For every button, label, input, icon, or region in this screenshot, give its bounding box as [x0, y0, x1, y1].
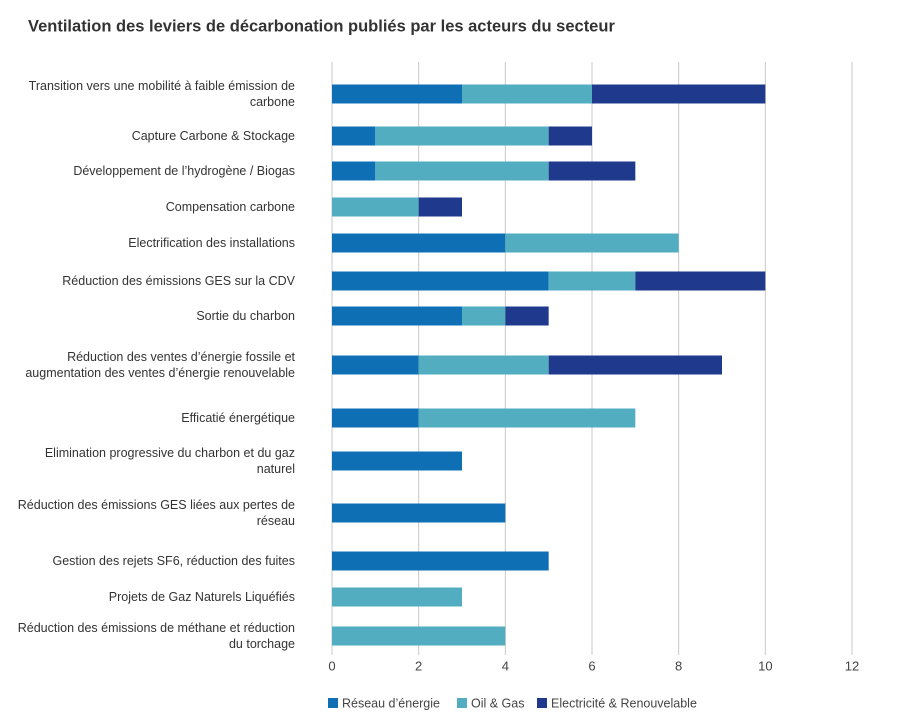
bar — [548, 126, 592, 146]
x-tick-label: 10 — [758, 658, 772, 673]
bar — [462, 306, 506, 326]
bar — [332, 451, 462, 471]
bar — [505, 233, 679, 253]
x-tick-label: 12 — [845, 658, 859, 673]
y-tick-label: Développement de l’hydrogène / Biogas — [73, 164, 295, 178]
bar — [332, 197, 419, 217]
legend-label: Réseau d’énergie — [342, 696, 440, 710]
bar — [548, 355, 722, 375]
bar — [375, 161, 549, 181]
bar — [332, 626, 506, 646]
bar — [548, 271, 636, 291]
bar — [332, 355, 419, 375]
y-tick-label: Transition vers une mobilité à faible ém… — [28, 79, 295, 109]
bar — [332, 233, 506, 253]
x-tick-label: 6 — [588, 658, 595, 673]
bar — [548, 161, 636, 181]
y-tick-label: Capture Carbone & Stockage — [131, 129, 295, 143]
bar — [332, 306, 462, 326]
bar — [418, 355, 549, 375]
y-tick-label: Elimination progressive du charbon et du… — [44, 446, 295, 476]
x-tick-label: 0 — [328, 658, 335, 673]
bar — [332, 126, 376, 146]
legend-label: Oil & Gas — [471, 696, 525, 710]
y-tick-label: Réduction des émissions GES liées aux pe… — [17, 498, 295, 528]
y-tick-label: Gestion des rejets SF6, réduction des fu… — [52, 554, 296, 568]
bar — [635, 271, 766, 291]
bar — [592, 84, 766, 104]
y-tick-label: Projets de Gaz Naturels Liquéfiés — [108, 590, 295, 604]
legend-swatch — [457, 698, 467, 708]
x-tick-label: 4 — [502, 658, 509, 673]
y-tick-label: Réduction des ventes d’énergie fossile e… — [25, 350, 295, 380]
bar — [332, 408, 419, 428]
y-tick-label: Sortie du charbon — [196, 309, 295, 323]
bar — [418, 408, 636, 428]
y-tick-label: Electrification des installations — [128, 236, 295, 250]
bar — [332, 271, 549, 291]
bar — [332, 161, 376, 181]
legend-swatch — [328, 698, 338, 708]
bar — [332, 587, 462, 607]
bar — [505, 306, 549, 326]
y-tick-label: Compensation carbone — [165, 200, 295, 214]
legend-label: Electricité & Renouvelable — [551, 696, 697, 710]
y-tick-label: Efficatié énergétique — [181, 411, 295, 425]
legend-swatch — [537, 698, 547, 708]
bar — [375, 126, 549, 146]
x-tick-label: 8 — [675, 658, 682, 673]
chart-title: Ventilation des leviers de décarbonation… — [28, 17, 615, 35]
y-tick-label: Réduction des émissions de méthane et ré… — [17, 621, 295, 651]
bar — [332, 503, 506, 523]
bar — [462, 84, 592, 104]
y-tick-label: Réduction des émissions GES sur la CDV — [62, 274, 295, 288]
bar — [332, 84, 462, 104]
bar — [418, 197, 462, 217]
x-tick-label: 2 — [415, 658, 422, 673]
bar — [332, 551, 549, 571]
